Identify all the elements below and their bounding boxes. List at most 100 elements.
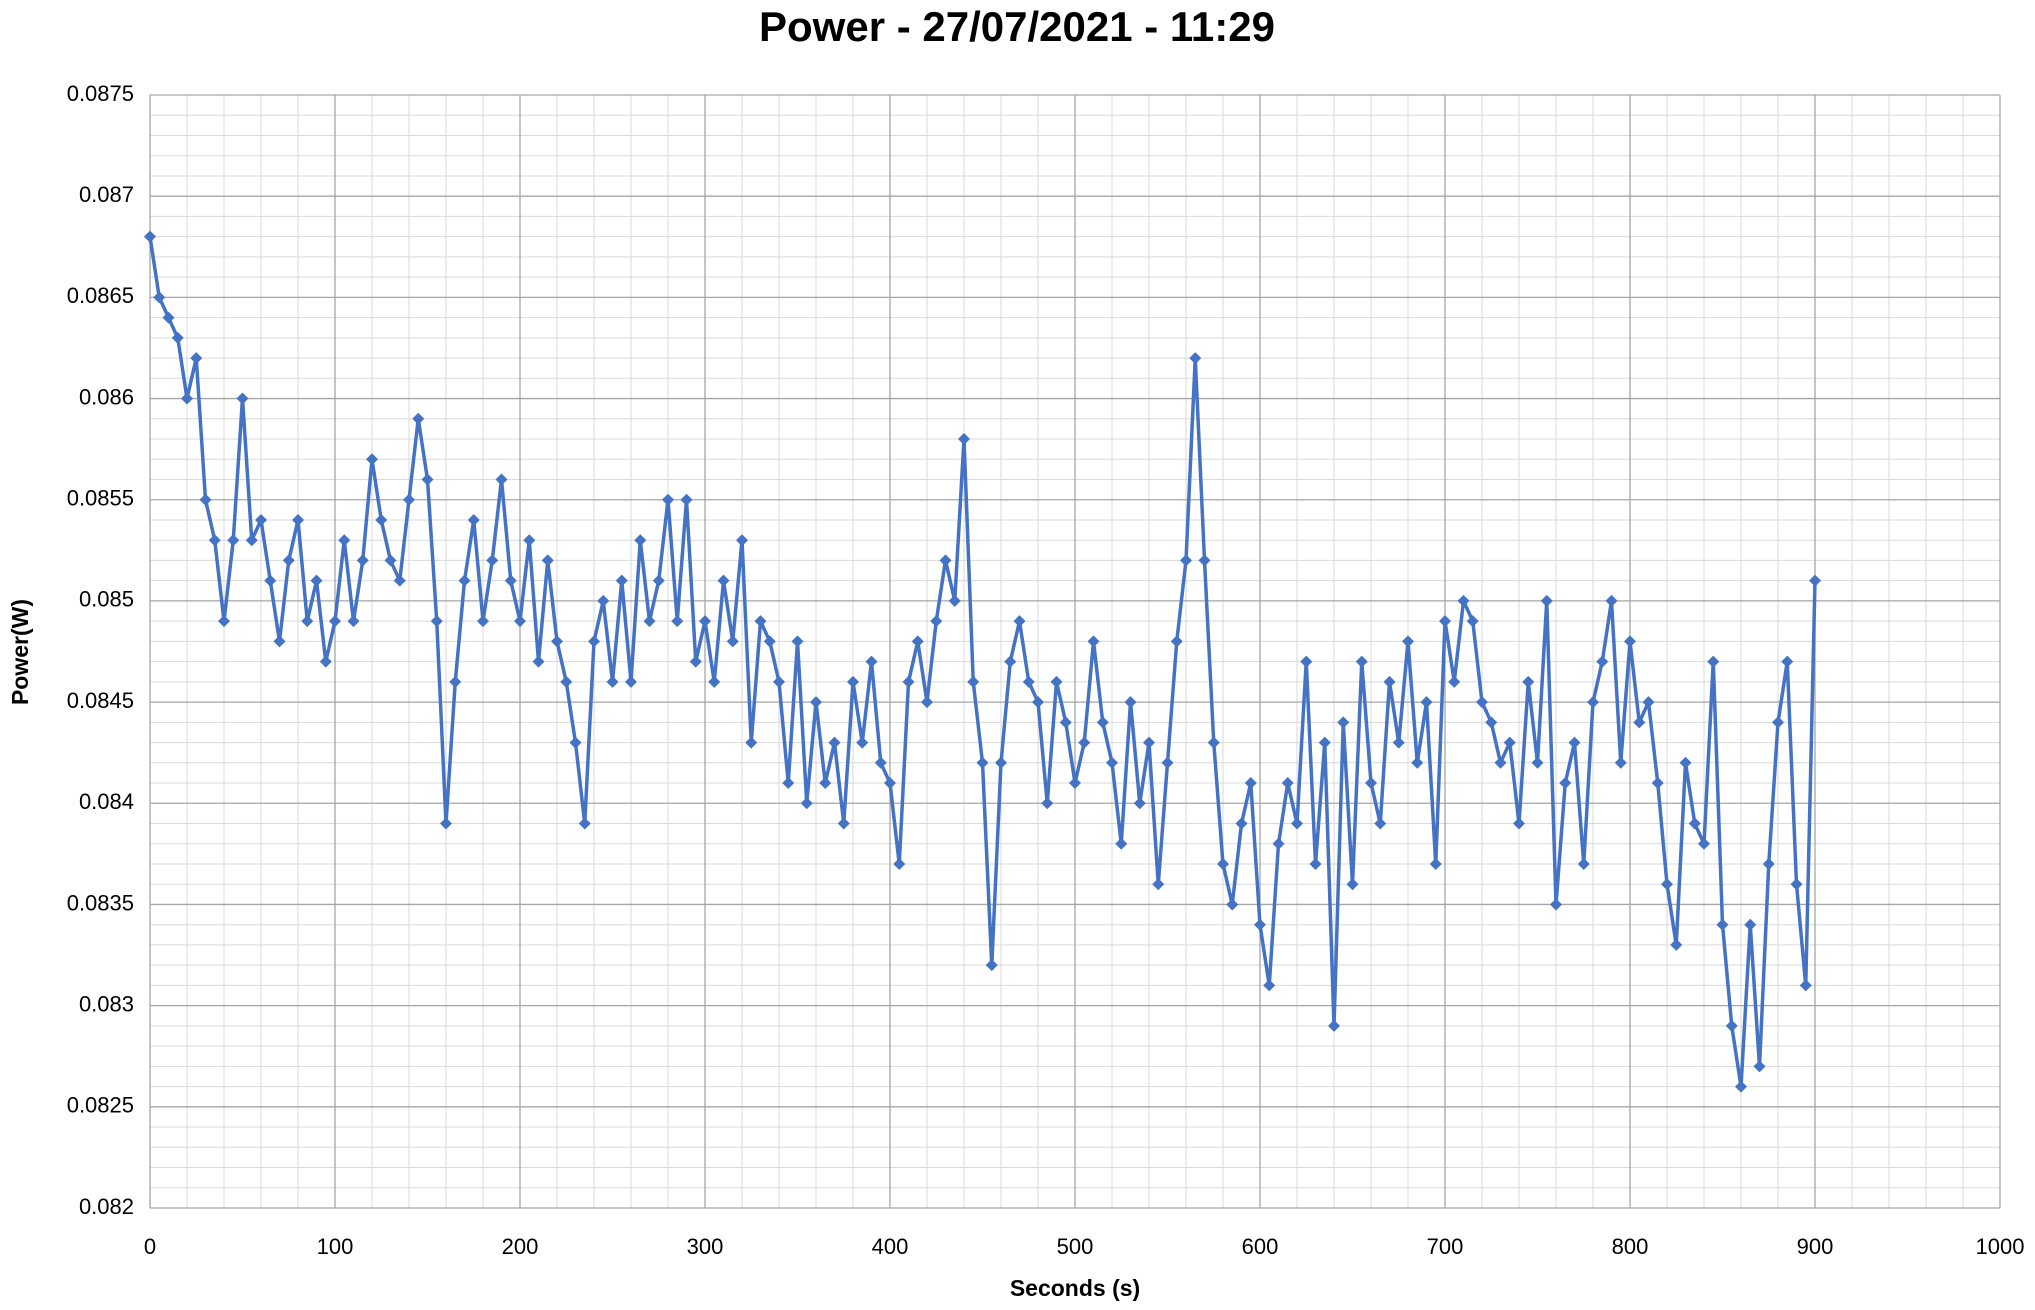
- data-point: [319, 655, 332, 668]
- data-point: [449, 675, 462, 688]
- data-point: [1540, 594, 1553, 607]
- x-tick-label: 500: [1057, 1234, 1094, 1259]
- data-point: [218, 615, 230, 628]
- data-point: [615, 574, 628, 587]
- data-point: [1328, 1019, 1340, 1032]
- data-point: [1392, 736, 1405, 749]
- data-point: [588, 635, 600, 648]
- data-point: [1281, 777, 1294, 790]
- data-point: [1402, 635, 1414, 648]
- data-point: [412, 412, 425, 425]
- data-point: [1753, 1060, 1766, 1073]
- data-point: [523, 534, 536, 547]
- data-point: [726, 635, 739, 648]
- data-point: [1365, 777, 1377, 790]
- data-point: [384, 554, 397, 567]
- data-point: [1004, 655, 1017, 668]
- data-point: [1309, 857, 1322, 870]
- data-point: [699, 615, 711, 628]
- data-point: [273, 635, 286, 648]
- data-point: [1698, 837, 1710, 850]
- y-tick-label: 0.083: [79, 991, 134, 1016]
- data-point: [329, 615, 341, 628]
- data-point: [236, 392, 249, 405]
- data-point: [1485, 716, 1498, 729]
- data-point: [208, 534, 221, 547]
- data-point: [893, 857, 906, 870]
- data-point: [1254, 918, 1266, 931]
- data-point: [1318, 736, 1331, 749]
- data-point: [1688, 817, 1701, 830]
- data-point: [458, 574, 471, 587]
- data-point: [958, 433, 970, 446]
- data-point: [837, 817, 850, 830]
- data-point: [1448, 675, 1461, 688]
- data-point: [375, 513, 388, 526]
- data-point: [1679, 756, 1692, 769]
- data-point: [967, 675, 980, 688]
- data-point: [1244, 777, 1257, 790]
- data-point: [1374, 817, 1387, 830]
- y-tick-label: 0.0825: [67, 1093, 134, 1118]
- data-point: [1577, 857, 1590, 870]
- data-point: [245, 534, 258, 547]
- data-point: [856, 736, 869, 749]
- data-point: [939, 554, 952, 567]
- data-point: [1235, 817, 1248, 830]
- data-point: [1466, 615, 1479, 628]
- data-point: [430, 615, 443, 628]
- data-point: [1411, 756, 1424, 769]
- data-point: [347, 615, 360, 628]
- data-point: [689, 655, 702, 668]
- x-tick-label: 200: [502, 1234, 539, 1259]
- data-point: [1050, 675, 1063, 688]
- data-point: [745, 736, 758, 749]
- x-tick-label: 1000: [1976, 1234, 2025, 1259]
- data-point: [606, 675, 619, 688]
- data-point: [1642, 696, 1655, 709]
- data-point: [1133, 797, 1146, 810]
- data-point: [1513, 817, 1525, 830]
- data-point: [514, 615, 526, 628]
- data-point: [1420, 696, 1433, 709]
- data-point: [467, 513, 480, 526]
- data-point: [171, 331, 184, 344]
- y-axis-label: Power(W): [7, 599, 33, 705]
- data-point: [662, 493, 674, 506]
- data-point: [643, 615, 656, 628]
- data-point: [1744, 918, 1757, 931]
- data-point: [597, 594, 610, 607]
- data-point: [1013, 615, 1026, 628]
- data-point: [356, 554, 369, 567]
- data-point: [1207, 736, 1220, 749]
- data-point: [921, 696, 933, 709]
- data-point: [282, 554, 295, 567]
- data-point: [1651, 777, 1664, 790]
- data-point: [1198, 554, 1211, 567]
- x-tick-label: 0: [144, 1234, 156, 1259]
- data-point: [1476, 696, 1488, 709]
- data-point: [1799, 979, 1812, 992]
- data-point: [1170, 635, 1183, 648]
- data-point: [144, 230, 156, 243]
- data-point: [976, 756, 989, 769]
- data-point: [190, 352, 203, 365]
- data-point: [1587, 696, 1599, 709]
- y-tick-label: 0.084: [79, 789, 134, 814]
- data-point: [1503, 736, 1516, 749]
- data-point: [874, 756, 887, 769]
- data-point: [625, 675, 637, 688]
- data-point: [652, 574, 665, 587]
- data-point: [1494, 756, 1507, 769]
- data-point: [736, 534, 748, 547]
- data-point: [800, 797, 813, 810]
- data-point: [985, 959, 998, 972]
- x-tick-label: 700: [1427, 1234, 1464, 1259]
- data-point: [1457, 594, 1470, 607]
- data-point: [1263, 979, 1276, 992]
- data-point: [1624, 635, 1636, 648]
- data-point: [264, 574, 277, 587]
- data-point: [782, 777, 795, 790]
- data-point: [773, 675, 785, 688]
